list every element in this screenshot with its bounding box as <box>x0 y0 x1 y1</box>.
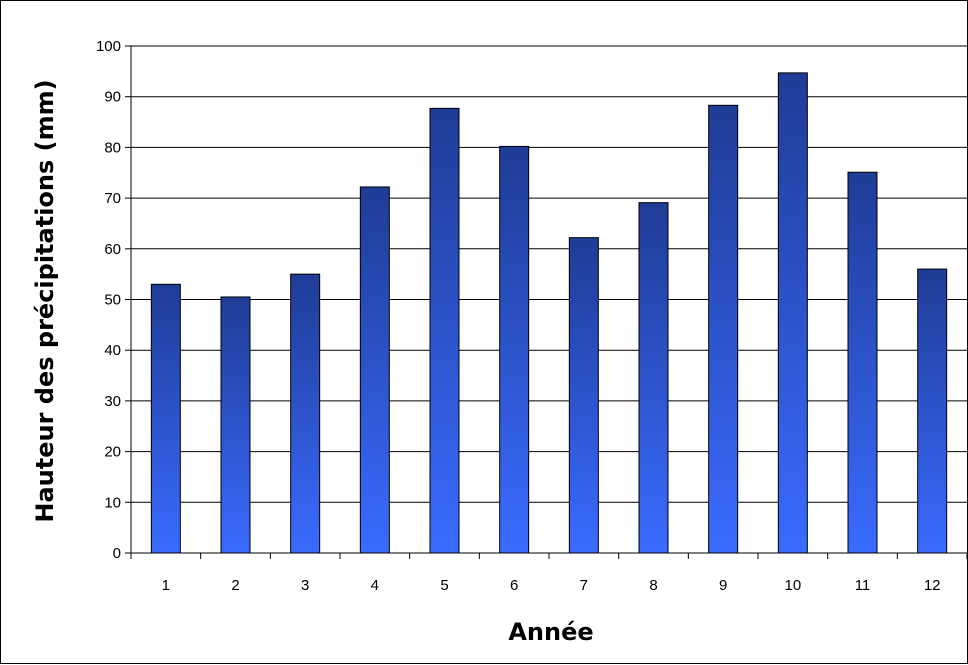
bar <box>917 268 948 554</box>
y-tick-label: 60 <box>104 241 121 258</box>
bars <box>150 72 948 554</box>
bar <box>429 107 460 554</box>
y-axis-title: Hauteur des précipitations (mm) <box>31 79 59 522</box>
x-tick-label: 2 <box>231 577 239 594</box>
bar <box>499 145 530 554</box>
x-tick-label: 5 <box>440 577 448 594</box>
y-tick-label: 30 <box>104 393 121 410</box>
y-tick-label: 70 <box>104 190 121 207</box>
x-axis-title: Année <box>508 618 593 646</box>
x-tick-label: 3 <box>301 577 309 594</box>
x-tick-label: 12 <box>924 577 941 594</box>
bar <box>847 171 878 554</box>
x-tick-label: 10 <box>784 577 801 594</box>
bar <box>638 202 669 554</box>
x-tick-label: 7 <box>580 577 588 594</box>
x-tick-label: 6 <box>510 577 518 594</box>
y-tick-label: 0 <box>113 545 121 562</box>
x-tick-label: 9 <box>719 577 727 594</box>
y-tick-label: 20 <box>104 444 121 461</box>
bar <box>290 273 321 554</box>
y-tick-label: 90 <box>104 89 121 106</box>
axes <box>125 45 968 559</box>
y-tick-label: 100 <box>96 38 121 55</box>
bar <box>359 186 390 554</box>
y-tick-label: 40 <box>104 342 121 359</box>
x-tick-label: 8 <box>649 577 657 594</box>
x-tick-label: 11 <box>855 577 871 594</box>
bar <box>708 104 739 554</box>
bar <box>220 296 251 554</box>
y-tick-label: 80 <box>104 139 121 156</box>
bar <box>568 237 599 554</box>
y-tick-label: 50 <box>104 292 121 309</box>
x-tick-label: 4 <box>371 577 379 594</box>
y-tick-label: 10 <box>104 494 121 511</box>
bar <box>150 283 181 554</box>
grid-lines <box>131 45 967 503</box>
x-tick-label: 1 <box>162 577 170 594</box>
bar <box>777 72 808 554</box>
